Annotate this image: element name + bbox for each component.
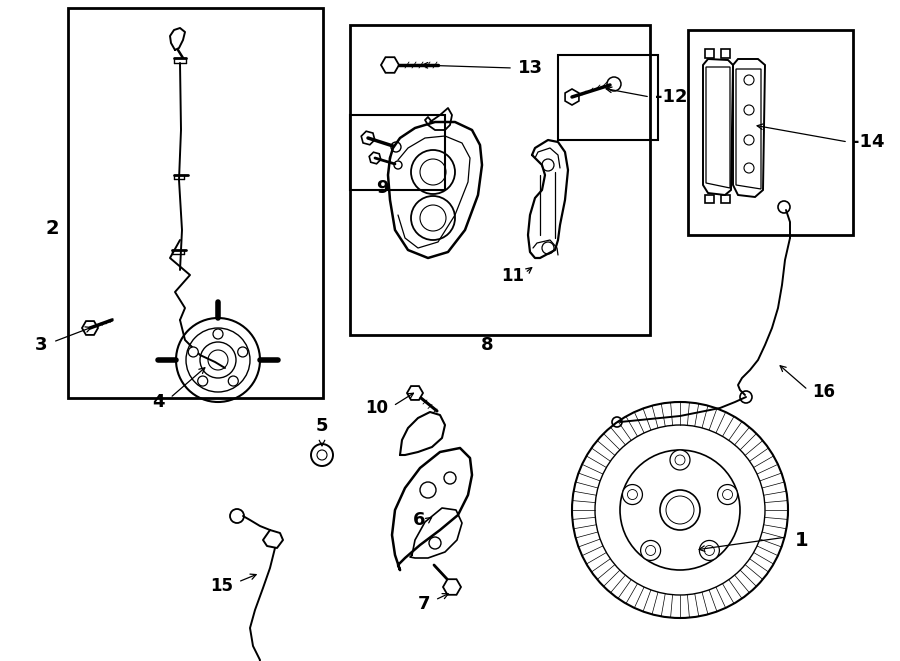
Text: 16: 16 <box>812 383 835 401</box>
Circle shape <box>238 347 248 357</box>
Bar <box>721 195 730 203</box>
Circle shape <box>744 105 754 115</box>
Bar <box>350 25 650 335</box>
Text: 7: 7 <box>418 595 430 613</box>
Text: -12: -12 <box>655 88 688 106</box>
Circle shape <box>429 537 441 549</box>
Text: 1: 1 <box>795 531 808 549</box>
Circle shape <box>229 376 238 386</box>
Bar <box>705 195 714 203</box>
Text: 2: 2 <box>45 219 58 237</box>
Text: 3: 3 <box>34 336 47 354</box>
Text: 8: 8 <box>481 336 493 354</box>
Circle shape <box>670 450 690 470</box>
Bar <box>350 115 445 190</box>
Text: 13: 13 <box>518 59 543 77</box>
Text: 15: 15 <box>210 577 233 595</box>
Text: 4: 4 <box>152 393 165 411</box>
Circle shape <box>717 485 738 504</box>
Bar <box>705 49 714 58</box>
Text: -14: -14 <box>852 133 885 151</box>
Text: 11: 11 <box>501 267 524 285</box>
Text: 6: 6 <box>412 511 425 529</box>
Circle shape <box>420 482 436 498</box>
Circle shape <box>641 541 661 561</box>
Bar <box>688 30 853 235</box>
Text: 9: 9 <box>376 179 388 197</box>
Circle shape <box>188 347 198 357</box>
Text: 10: 10 <box>365 399 388 417</box>
Bar <box>68 8 323 398</box>
Circle shape <box>744 75 754 85</box>
Bar <box>721 49 730 58</box>
Circle shape <box>623 485 643 504</box>
Circle shape <box>198 376 208 386</box>
Circle shape <box>213 329 223 339</box>
Circle shape <box>444 472 456 484</box>
Text: 5: 5 <box>316 417 328 435</box>
Circle shape <box>699 541 719 561</box>
Circle shape <box>744 135 754 145</box>
Bar <box>558 55 658 140</box>
Circle shape <box>744 163 754 173</box>
